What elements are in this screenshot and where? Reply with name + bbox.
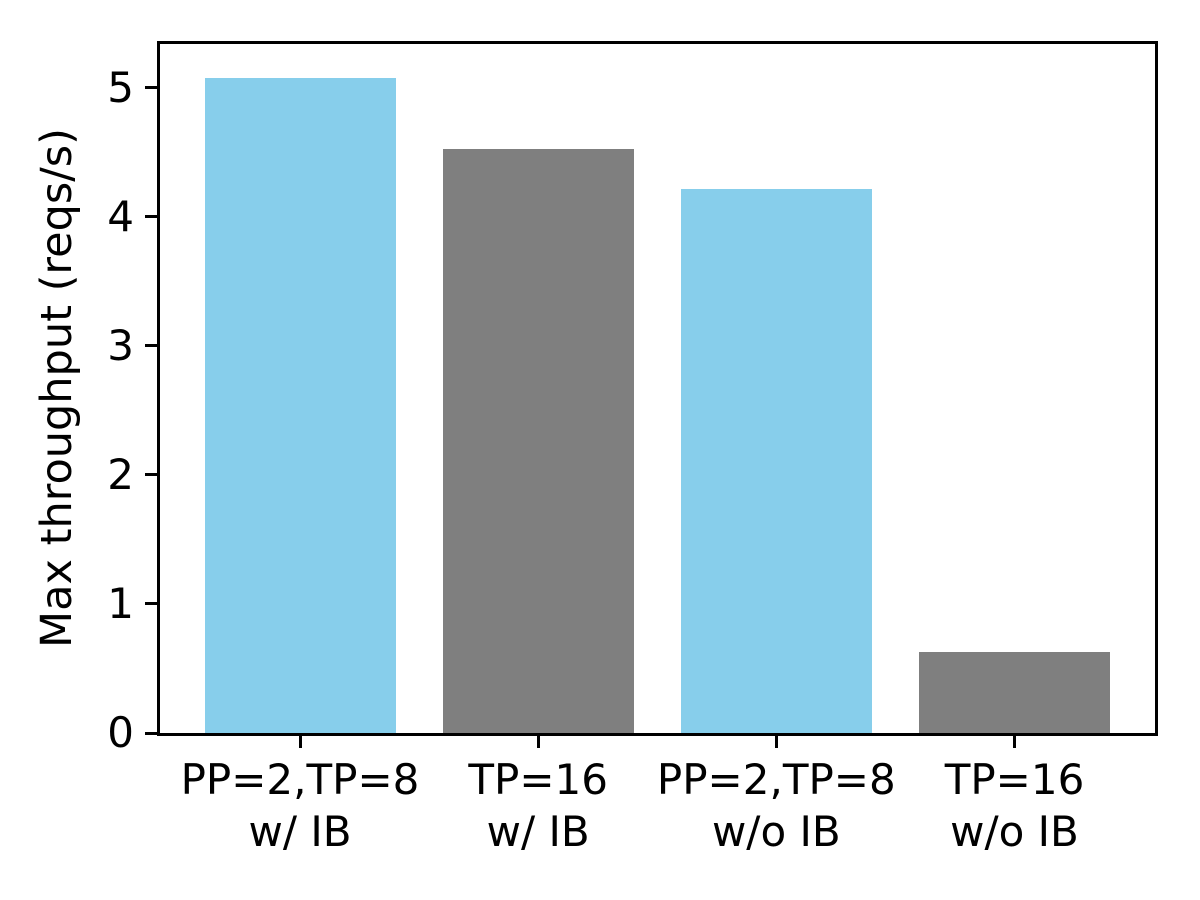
x-tick-mark-4 xyxy=(1013,736,1016,748)
y-tick-label-1: 1 xyxy=(107,578,134,628)
bar-4 xyxy=(919,651,1110,733)
y-tick-mark-1 xyxy=(145,602,157,606)
y-tick-mark-3 xyxy=(145,344,157,348)
y-tick-label-4: 4 xyxy=(107,191,134,241)
x-tick-label-4: TP=16 w/o IB xyxy=(944,755,1085,856)
y-tick-mark-4 xyxy=(145,215,157,219)
plot-area xyxy=(157,41,1158,736)
bar-2 xyxy=(442,148,634,733)
x-tick-label-2: TP=16 w/ IB xyxy=(468,755,608,856)
bar-1 xyxy=(204,77,396,733)
x-tick-mark-1 xyxy=(298,736,302,748)
y-tick-label-3: 3 xyxy=(107,320,134,370)
bar-3 xyxy=(680,188,872,733)
x-tick-label-3: PP=2,TP=8 w/o IB xyxy=(656,755,896,856)
x-tick-mark-2 xyxy=(536,736,540,748)
x-tick-label-1: PP=2,TP=8 w/ IB xyxy=(180,755,420,856)
y-tick-mark-5 xyxy=(145,86,157,90)
y-tick-mark-0 xyxy=(145,731,157,735)
y-tick-label-0: 0 xyxy=(107,708,134,757)
y-tick-label-5: 5 xyxy=(107,62,134,112)
x-tick-mark-3 xyxy=(774,736,778,748)
y-tick-label-2: 2 xyxy=(107,449,134,499)
y-tick-mark-2 xyxy=(145,473,157,477)
